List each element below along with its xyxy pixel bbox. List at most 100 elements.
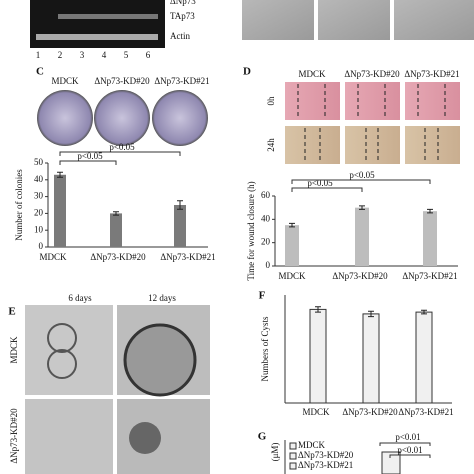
x-tick-label: ΔNp73-KD#20 [90, 252, 146, 262]
lane-label: 2 [58, 50, 63, 60]
gel-band [58, 14, 158, 19]
panel-letter: F [259, 290, 266, 302]
bar [415, 311, 433, 404]
p-value: p<0.01 [395, 432, 420, 442]
x-tick-label: MDCK [278, 271, 306, 281]
error-bar [315, 306, 321, 313]
micro-image [318, 0, 390, 40]
legend-swatch [289, 442, 297, 450]
y-tick-label: 20 [261, 237, 271, 247]
p-value: p<0.05 [77, 151, 103, 161]
y-tick-label: 60 [261, 190, 271, 200]
p-value: p<0.01 [397, 445, 422, 455]
plate-label: MDCK [51, 76, 79, 86]
error-bar [289, 222, 295, 228]
significance-bracket [291, 179, 431, 184]
significance-bracket [379, 442, 431, 446]
wound-edges [297, 84, 446, 162]
error-bar [359, 205, 365, 210]
plate-image [152, 90, 208, 146]
wound-label: MDCK [298, 69, 326, 79]
column-label: 12 days [148, 293, 176, 303]
x-tick-label: MDCK [39, 252, 67, 262]
cyst [47, 349, 77, 379]
legend-label: ΔNp73-KD#21 [298, 460, 353, 470]
y-tick-label: 30 [34, 191, 44, 201]
error-bar [57, 171, 63, 178]
bar [110, 213, 122, 247]
y-label: Time for wound closure (h) [246, 181, 256, 280]
y-tick-label: 40 [261, 213, 271, 223]
y-tick-label: 0 [266, 260, 271, 270]
legend-label: MDCK [298, 440, 326, 450]
bar [54, 174, 66, 247]
wound-image [405, 126, 460, 164]
lane-label: 3 [80, 50, 85, 60]
panel-letter: G [258, 431, 267, 443]
partial-bar [381, 451, 401, 474]
significance-bracket [291, 187, 363, 192]
y-tick-label: 50 [34, 157, 44, 167]
significance-bracket [389, 454, 431, 458]
legend-swatch [289, 462, 297, 470]
cyst [123, 323, 197, 397]
significance-bracket [59, 151, 181, 156]
bar [285, 225, 299, 266]
micro-image [394, 0, 474, 40]
error-bar [421, 309, 427, 315]
legend-swatch [289, 452, 297, 460]
lane-label: 1 [36, 50, 41, 60]
error-bar [368, 310, 374, 318]
wound-image [285, 82, 340, 120]
p-value: p<0.05 [109, 142, 135, 152]
column-label: 6 days [68, 293, 92, 303]
panel-letter: C [36, 66, 44, 78]
band-label: TAp73 [170, 11, 195, 21]
wound-label: ΔNp73-KD#20 [344, 69, 400, 79]
bar [309, 308, 327, 404]
y-label: (μM) [270, 443, 280, 462]
bar [423, 211, 437, 266]
wound-image [345, 126, 400, 164]
band-label: Actin [170, 31, 190, 41]
wound-label: ΔNp73-KD#21 [404, 69, 459, 79]
y-tick-label: 0 [39, 241, 44, 251]
row-label: 0h [266, 96, 276, 106]
lane-label: 4 [102, 50, 107, 60]
y-label: Numbers of Cysts [260, 316, 270, 381]
error-bar [177, 200, 183, 210]
legend-label: ΔNp73-KD#20 [298, 450, 354, 460]
wound-image [405, 82, 460, 120]
plate-label: ΔNp73-KD#20 [94, 76, 150, 86]
band-label: ΔNp73 [170, 0, 196, 6]
panel-letter: D [243, 66, 251, 78]
plate-image [37, 90, 93, 146]
plate-label: ΔNp73-KD#21 [154, 76, 209, 86]
panel-letter: E [8, 306, 15, 318]
plate-image [94, 90, 150, 146]
wound-image [345, 82, 400, 120]
cyst-image [25, 399, 113, 474]
error-bar [113, 211, 119, 216]
lane-label: 6 [146, 50, 151, 60]
gel-band [36, 34, 158, 40]
p-value: p<0.05 [307, 178, 333, 188]
x-tick-label: ΔNp73-KD#20 [332, 271, 388, 281]
micro-image [242, 0, 314, 40]
y-tick-label: 40 [34, 174, 44, 184]
gel-image [30, 0, 165, 48]
row-label: 24h [266, 138, 276, 152]
x-tick-label: ΔNp73-KD#21 [160, 252, 215, 262]
y-label: Number of colonies [14, 169, 24, 241]
x-tick-label: MDCK [302, 407, 330, 417]
cyst [47, 323, 77, 353]
row-label: MDCK [9, 336, 19, 364]
p-value: p<0.05 [349, 170, 375, 180]
row-label: ΔNp73-KD#20 [9, 408, 19, 464]
wound-image [285, 126, 340, 164]
lane-label: 5 [124, 50, 129, 60]
error-bar [427, 208, 433, 214]
x-tick-label: ΔNp73-KD#21 [402, 271, 457, 281]
cyst [129, 422, 161, 454]
